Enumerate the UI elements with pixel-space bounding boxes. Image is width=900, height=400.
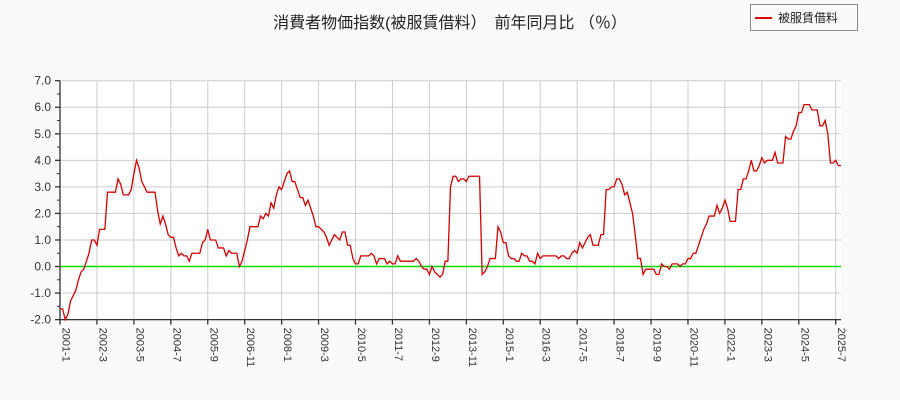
svg-text:2025-7: 2025-7 bbox=[835, 328, 847, 362]
svg-text:-2.0: -2.0 bbox=[30, 313, 51, 327]
svg-text:2003-5: 2003-5 bbox=[133, 328, 145, 362]
svg-text:3.0: 3.0 bbox=[34, 180, 51, 194]
svg-text:2018-7: 2018-7 bbox=[614, 328, 626, 362]
svg-text:2009-3: 2009-3 bbox=[318, 328, 330, 362]
svg-text:6.0: 6.0 bbox=[34, 100, 51, 114]
svg-text:5.0: 5.0 bbox=[34, 127, 51, 141]
svg-text:2013-11: 2013-11 bbox=[466, 328, 478, 368]
svg-text:2001-1: 2001-1 bbox=[60, 328, 72, 362]
svg-text:2020-11: 2020-11 bbox=[687, 328, 699, 368]
svg-text:2015-1: 2015-1 bbox=[503, 328, 515, 362]
svg-text:7.0: 7.0 bbox=[34, 74, 51, 88]
svg-text:4.0: 4.0 bbox=[34, 153, 51, 167]
svg-text:2024-5: 2024-5 bbox=[798, 328, 810, 362]
svg-text:2002-3: 2002-3 bbox=[96, 328, 108, 362]
svg-text:2006-11: 2006-11 bbox=[244, 328, 256, 368]
svg-text:2022-1: 2022-1 bbox=[724, 328, 736, 362]
svg-text:-1.0: -1.0 bbox=[30, 286, 51, 300]
svg-text:2012-9: 2012-9 bbox=[429, 328, 441, 362]
svg-text:2023-3: 2023-3 bbox=[761, 328, 773, 362]
svg-text:2.0: 2.0 bbox=[34, 206, 51, 220]
svg-text:1.0: 1.0 bbox=[34, 233, 51, 247]
svg-text:2004-7: 2004-7 bbox=[170, 328, 182, 362]
svg-text:2008-1: 2008-1 bbox=[281, 328, 293, 362]
svg-text:2010-5: 2010-5 bbox=[355, 328, 367, 362]
svg-text:0.0: 0.0 bbox=[34, 260, 51, 274]
svg-text:2016-3: 2016-3 bbox=[540, 328, 552, 362]
svg-text:2011-7: 2011-7 bbox=[392, 328, 404, 361]
svg-text:2017-5: 2017-5 bbox=[577, 328, 589, 362]
svg-text:2005-9: 2005-9 bbox=[207, 328, 219, 362]
svg-text:2019-9: 2019-9 bbox=[651, 328, 663, 362]
